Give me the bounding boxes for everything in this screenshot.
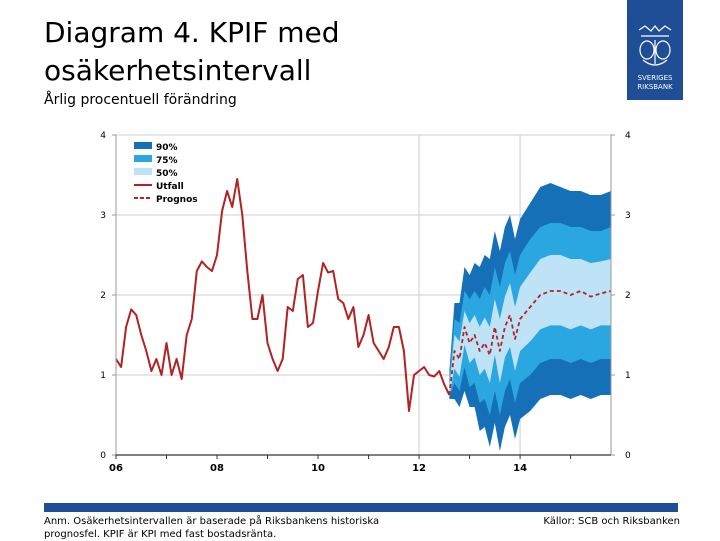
legend-label-90pct: 90% [156, 143, 178, 153]
footnote-line-2: prognosfel. KPIF är KPI med fast bostads… [44, 529, 277, 540]
y-tick-left-2: 2 [100, 291, 106, 301]
chart-subtitle: Årlig procentuell förändring [44, 92, 237, 108]
legend-swatch-50pct [134, 168, 152, 175]
y-tick-right-0: 0 [625, 451, 631, 461]
riksbank-logo: SVERIGES RIKSBANK [627, 0, 683, 100]
legend-swatch-75pct [134, 155, 152, 162]
y-tick-left-1: 1 [100, 371, 106, 381]
x-tick-10: 10 [311, 463, 325, 474]
y-tick-left-0: 0 [100, 451, 106, 461]
series-line-prognos [448, 290, 612, 396]
riksbank-emblem-icon: SVERIGES RIKSBANK [637, 25, 673, 91]
x-tick-14: 14 [513, 463, 527, 474]
source-note: Källor: SCB och Riksbanken [543, 516, 680, 527]
legend-label-prognos: Prognos [156, 195, 198, 205]
legend-label-50pct: 50% [156, 169, 178, 179]
legend-label-utfall: Utfall [156, 182, 184, 192]
series-lines [115, 178, 612, 412]
series-line-utfall [115, 178, 451, 412]
y-tick-right-2: 2 [625, 291, 631, 301]
axes: 0 01 12 23 34 406 08 10 12 14 [100, 131, 631, 474]
band-50pct [449, 255, 611, 397]
y-tick-left-4: 4 [100, 131, 106, 141]
footnote-line-1: Anm. Osäkerhetsintervallen är baserade p… [44, 516, 380, 527]
x-tick-12: 12 [412, 463, 426, 474]
logo-text-line-1: SVERIGES [638, 74, 673, 82]
y-tick-right-1: 1 [625, 371, 631, 381]
chart-title: Diagram 4. KPIF med osäkerhetsintervall [44, 14, 604, 90]
footer-bar [44, 503, 678, 512]
legend-swatch-90pct [134, 142, 152, 149]
y-tick-right-3: 3 [625, 211, 631, 221]
title-line-1: Diagram 4. KPIF med [44, 16, 340, 49]
uncertainty-bands [449, 183, 611, 451]
logo-text-line-2: RIKSBANK [637, 83, 673, 91]
footnote: Anm. Osäkerhetsintervallen är baserade p… [44, 515, 444, 541]
legend-label-75pct: 75% [156, 156, 178, 166]
title-line-2: osäkerhetsintervall [44, 54, 312, 87]
y-tick-right-4: 4 [625, 131, 631, 141]
y-tick-left-3: 3 [100, 211, 106, 221]
x-tick-06: 06 [109, 463, 123, 474]
legend: 90% 75% 50% Utfall Prognos [134, 142, 198, 205]
x-tick-08: 08 [210, 463, 224, 474]
